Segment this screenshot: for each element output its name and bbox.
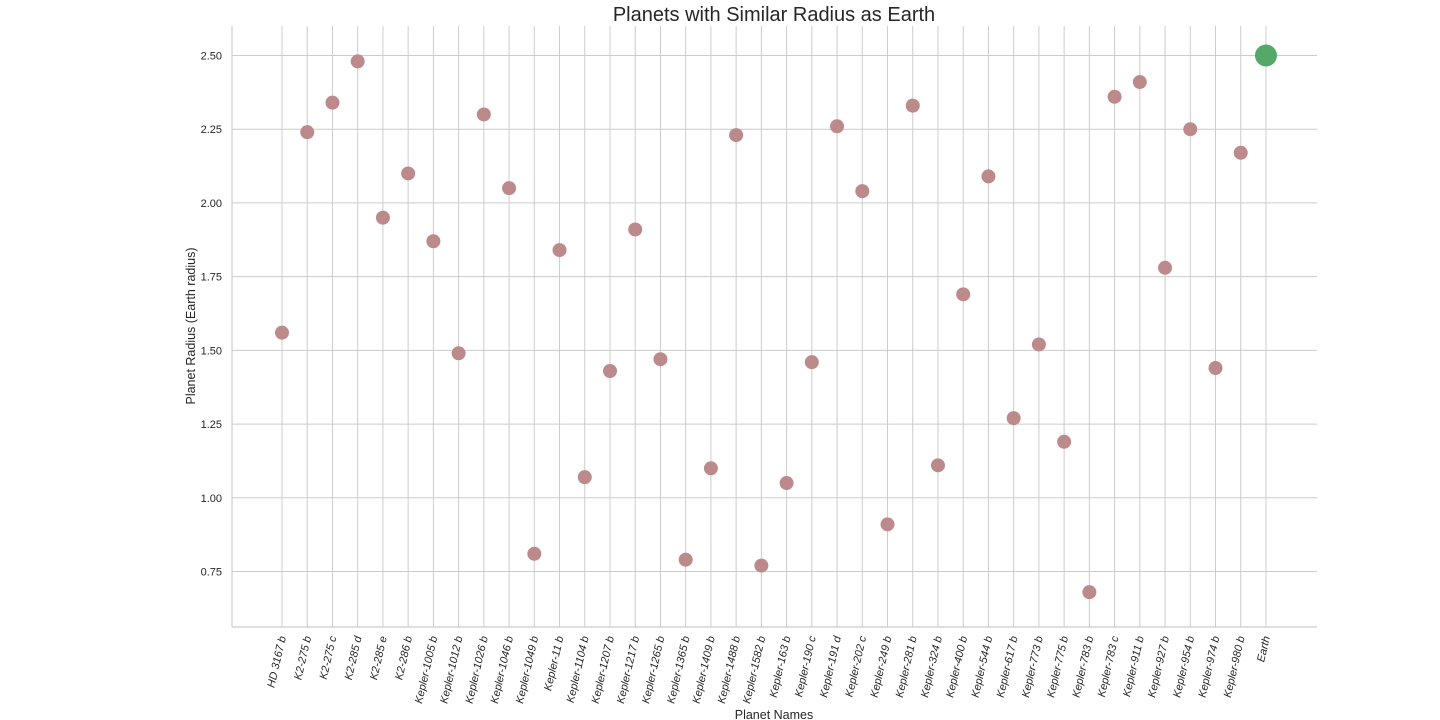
planet-point (1057, 434, 1072, 449)
planet-point (1158, 260, 1173, 275)
x-tick-label: K2-285 d (343, 634, 365, 681)
planet-point (678, 552, 693, 567)
planet-point (703, 461, 718, 476)
y-tick-label: 0.75 (201, 567, 222, 579)
x-tick-label: Kepler-400 b (944, 635, 970, 699)
data-points (275, 44, 1277, 600)
grid (232, 26, 1317, 627)
planet-point (930, 458, 945, 473)
x-tick-label: Kepler-1012 b (438, 635, 465, 705)
x-tick-label: Kepler-1409 b (691, 635, 718, 705)
planet-point (804, 355, 819, 370)
planet-point (527, 546, 542, 561)
x-tick-label: Kepler-1582 b (741, 635, 768, 705)
planet-point (653, 352, 668, 367)
planet-point (602, 363, 617, 378)
planet-point (779, 476, 794, 491)
planet-point (905, 98, 920, 113)
planet-point (956, 287, 971, 302)
x-tick-label: Kepler-1488 b (716, 635, 743, 705)
planet-point (1132, 75, 1147, 90)
x-tick-label: K2-286 b (393, 635, 415, 681)
planet-point (426, 234, 441, 249)
x-tick-label: Kepler-324 b (919, 635, 945, 699)
x-tick-label: Kepler-954 b (1171, 635, 1197, 699)
x-tick-label: Kepler-1104 b (565, 635, 592, 704)
planet-point (1233, 145, 1248, 160)
x-tick-label: Kepler-775 b (1045, 635, 1071, 699)
planet-point (830, 119, 845, 134)
x-tick-label: Kepler-1207 b (590, 635, 617, 705)
planet-point (1031, 337, 1046, 352)
x-tick-label: K2-275 c (318, 634, 340, 680)
planet-point (1208, 361, 1223, 376)
x-tick-label: Kepler-202 c (844, 634, 870, 698)
planet-point (628, 222, 643, 237)
earth-point (1254, 44, 1277, 67)
x-tick-label: Kepler-1265 b (640, 635, 667, 705)
x-tick-label: Kepler-191 d (818, 634, 844, 699)
y-tick-label: 1.50 (201, 345, 222, 357)
x-tick-label: Kepler-11 b (542, 635, 566, 692)
planet-point (375, 210, 390, 225)
x-tick-label: Kepler-617 b (995, 635, 1021, 699)
y-tick-label: 1.75 (201, 272, 222, 284)
planet-point (754, 558, 769, 573)
y-tick-label: 2.50 (201, 51, 222, 63)
planet-point (1107, 89, 1122, 104)
x-tick-label: K2-275 b (292, 635, 314, 681)
planet-point (350, 54, 365, 69)
planet-point (729, 128, 744, 143)
y-tick-label: 1.25 (201, 419, 222, 431)
x-tick-label: Kepler-773 b (1020, 635, 1046, 699)
planet-point (451, 346, 466, 361)
x-axis: HD 3167 b K2-275 b K2-275 c K2-285 d K2-285 … (265, 634, 1272, 705)
planet-point (476, 107, 491, 122)
x-tick-label: Kepler-783 b (1070, 635, 1096, 699)
x-tick-label: Kepler-911 b (1121, 635, 1147, 698)
chart-title: Planets with Similar Radius as Earth (613, 4, 935, 26)
planet-point (275, 325, 289, 340)
x-tick-label: HD 3167 b (265, 635, 289, 689)
x-tick-label: Kepler-1365 b (665, 635, 692, 705)
x-tick-label: Kepler-1217 b (615, 635, 642, 705)
x-tick-label: Kepler-927 b (1146, 635, 1172, 699)
y-tick-label: 2.00 (201, 198, 222, 210)
planet-point (325, 95, 340, 110)
planet-point (981, 169, 996, 184)
planet-point (1183, 122, 1198, 137)
axes-spines (231, 26, 1317, 628)
x-tick-label: Kepler-163 b (768, 635, 794, 699)
planet-point (552, 243, 567, 258)
planet-point (1082, 585, 1097, 600)
x-tick-label: Kepler-1005 b (413, 635, 440, 705)
planet-point (1006, 411, 1021, 426)
x-axis-label: Planet Names (735, 708, 814, 720)
planet-point (401, 166, 416, 181)
x-tick-label: Kepler-1026 b (464, 635, 491, 705)
x-tick-label: Kepler-980 b (1222, 635, 1248, 699)
x-tick-label: Kepler-544 b (970, 635, 996, 699)
x-tick-label: Kepler-1049 b (514, 635, 541, 705)
planet-point (880, 517, 895, 532)
planet-point (502, 181, 517, 196)
x-tick-label: Earth (1255, 635, 1273, 663)
x-tick-label: Kepler-1046 b (489, 635, 516, 705)
planet-point (577, 470, 592, 485)
y-tick-label: 1.00 (201, 493, 222, 505)
x-tick-label: Kepler-190 c (793, 634, 819, 698)
x-tick-label: Kepler-281 b (894, 635, 920, 699)
y-axis: 0.75 1.00 1.25 1.50 1.75 2.00 2.25 2.50 (201, 51, 222, 579)
x-tick-label: K2-285 e (368, 635, 390, 681)
y-tick-label: 2.25 (201, 124, 222, 136)
y-axis-label: Planet Radius (Earth radius) (184, 247, 198, 404)
x-tick-label: Kepler-249 b (869, 635, 895, 699)
planet-point (300, 125, 315, 140)
x-tick-label: Kepler-783 c (1096, 634, 1122, 698)
planet-point (855, 184, 870, 199)
x-tick-label: Kepler-974 b (1197, 635, 1223, 699)
